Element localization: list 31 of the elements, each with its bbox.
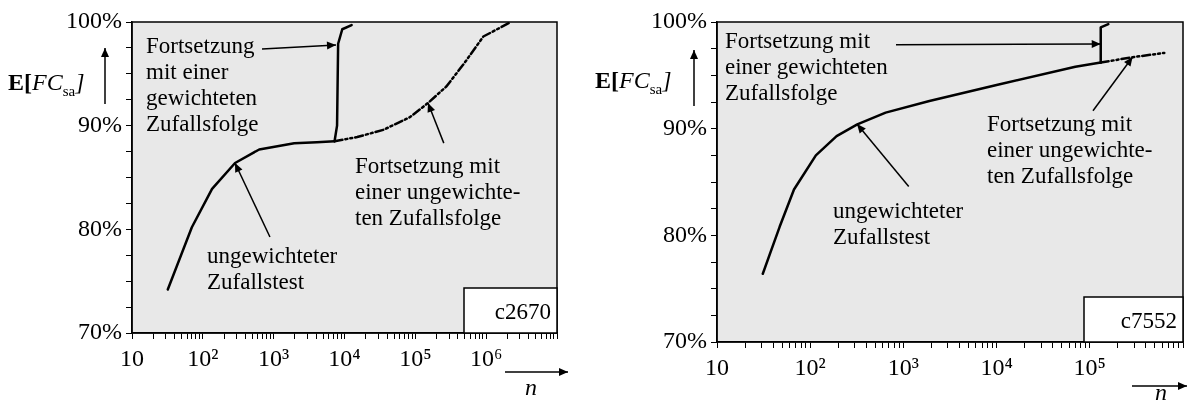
y-tick-label: 100% <box>651 7 707 34</box>
annotation: ungewichteter Zufallstest <box>833 197 964 249</box>
y-axis-title: E[FC$_{sa}$] <box>8 69 85 99</box>
x-tick-label: 10⁵ <box>399 344 432 371</box>
y-tick-label: 70% <box>78 318 122 345</box>
x-tick-label: 10⁴ <box>980 353 1013 380</box>
y-tick-label: 90% <box>78 110 122 137</box>
x-tick-label: 10⁶ <box>469 344 503 371</box>
y-tick-label: 80% <box>663 220 707 247</box>
x-tick-label: 10³ <box>258 344 290 371</box>
y-tick-label: 90% <box>663 113 707 140</box>
annotation: Fortsetzung mit einer ungewichte- ten Zufallsfolge <box>987 110 1153 188</box>
annotation: Fortsetzung mit einer gewichteten Zufallsfolge <box>146 32 259 136</box>
y-axis-title: E[FC$_{sa}$] <box>595 67 672 97</box>
x-tick-label: 10³ <box>887 353 919 380</box>
x-axis-title: n <box>525 374 537 400</box>
x-tick-label: 10 <box>705 353 729 380</box>
x-tick-label: 10⁴ <box>328 344 361 371</box>
annotation: c2670 <box>494 298 551 324</box>
x-tick-label: 10 <box>120 344 144 371</box>
annotation: c7552 <box>1120 307 1177 333</box>
x-tick-label: 10² <box>794 353 826 380</box>
annotation: ungewichteter Zufallstest <box>207 242 338 294</box>
y-tick-label: 100% <box>66 7 122 34</box>
annotation: Fortsetzung mit einer ungewichte- ten Zufallsfolge <box>355 152 521 230</box>
x-tick-label: 10⁵ <box>1073 353 1106 380</box>
x-axis-title: n <box>1155 379 1167 405</box>
annotation: Fortsetzung mit einer gewichteten Zufallsfolge <box>725 27 889 105</box>
x-tick-label: 10² <box>187 344 219 371</box>
y-tick-label: 80% <box>78 214 122 241</box>
y-tick-label: 70% <box>663 327 707 354</box>
